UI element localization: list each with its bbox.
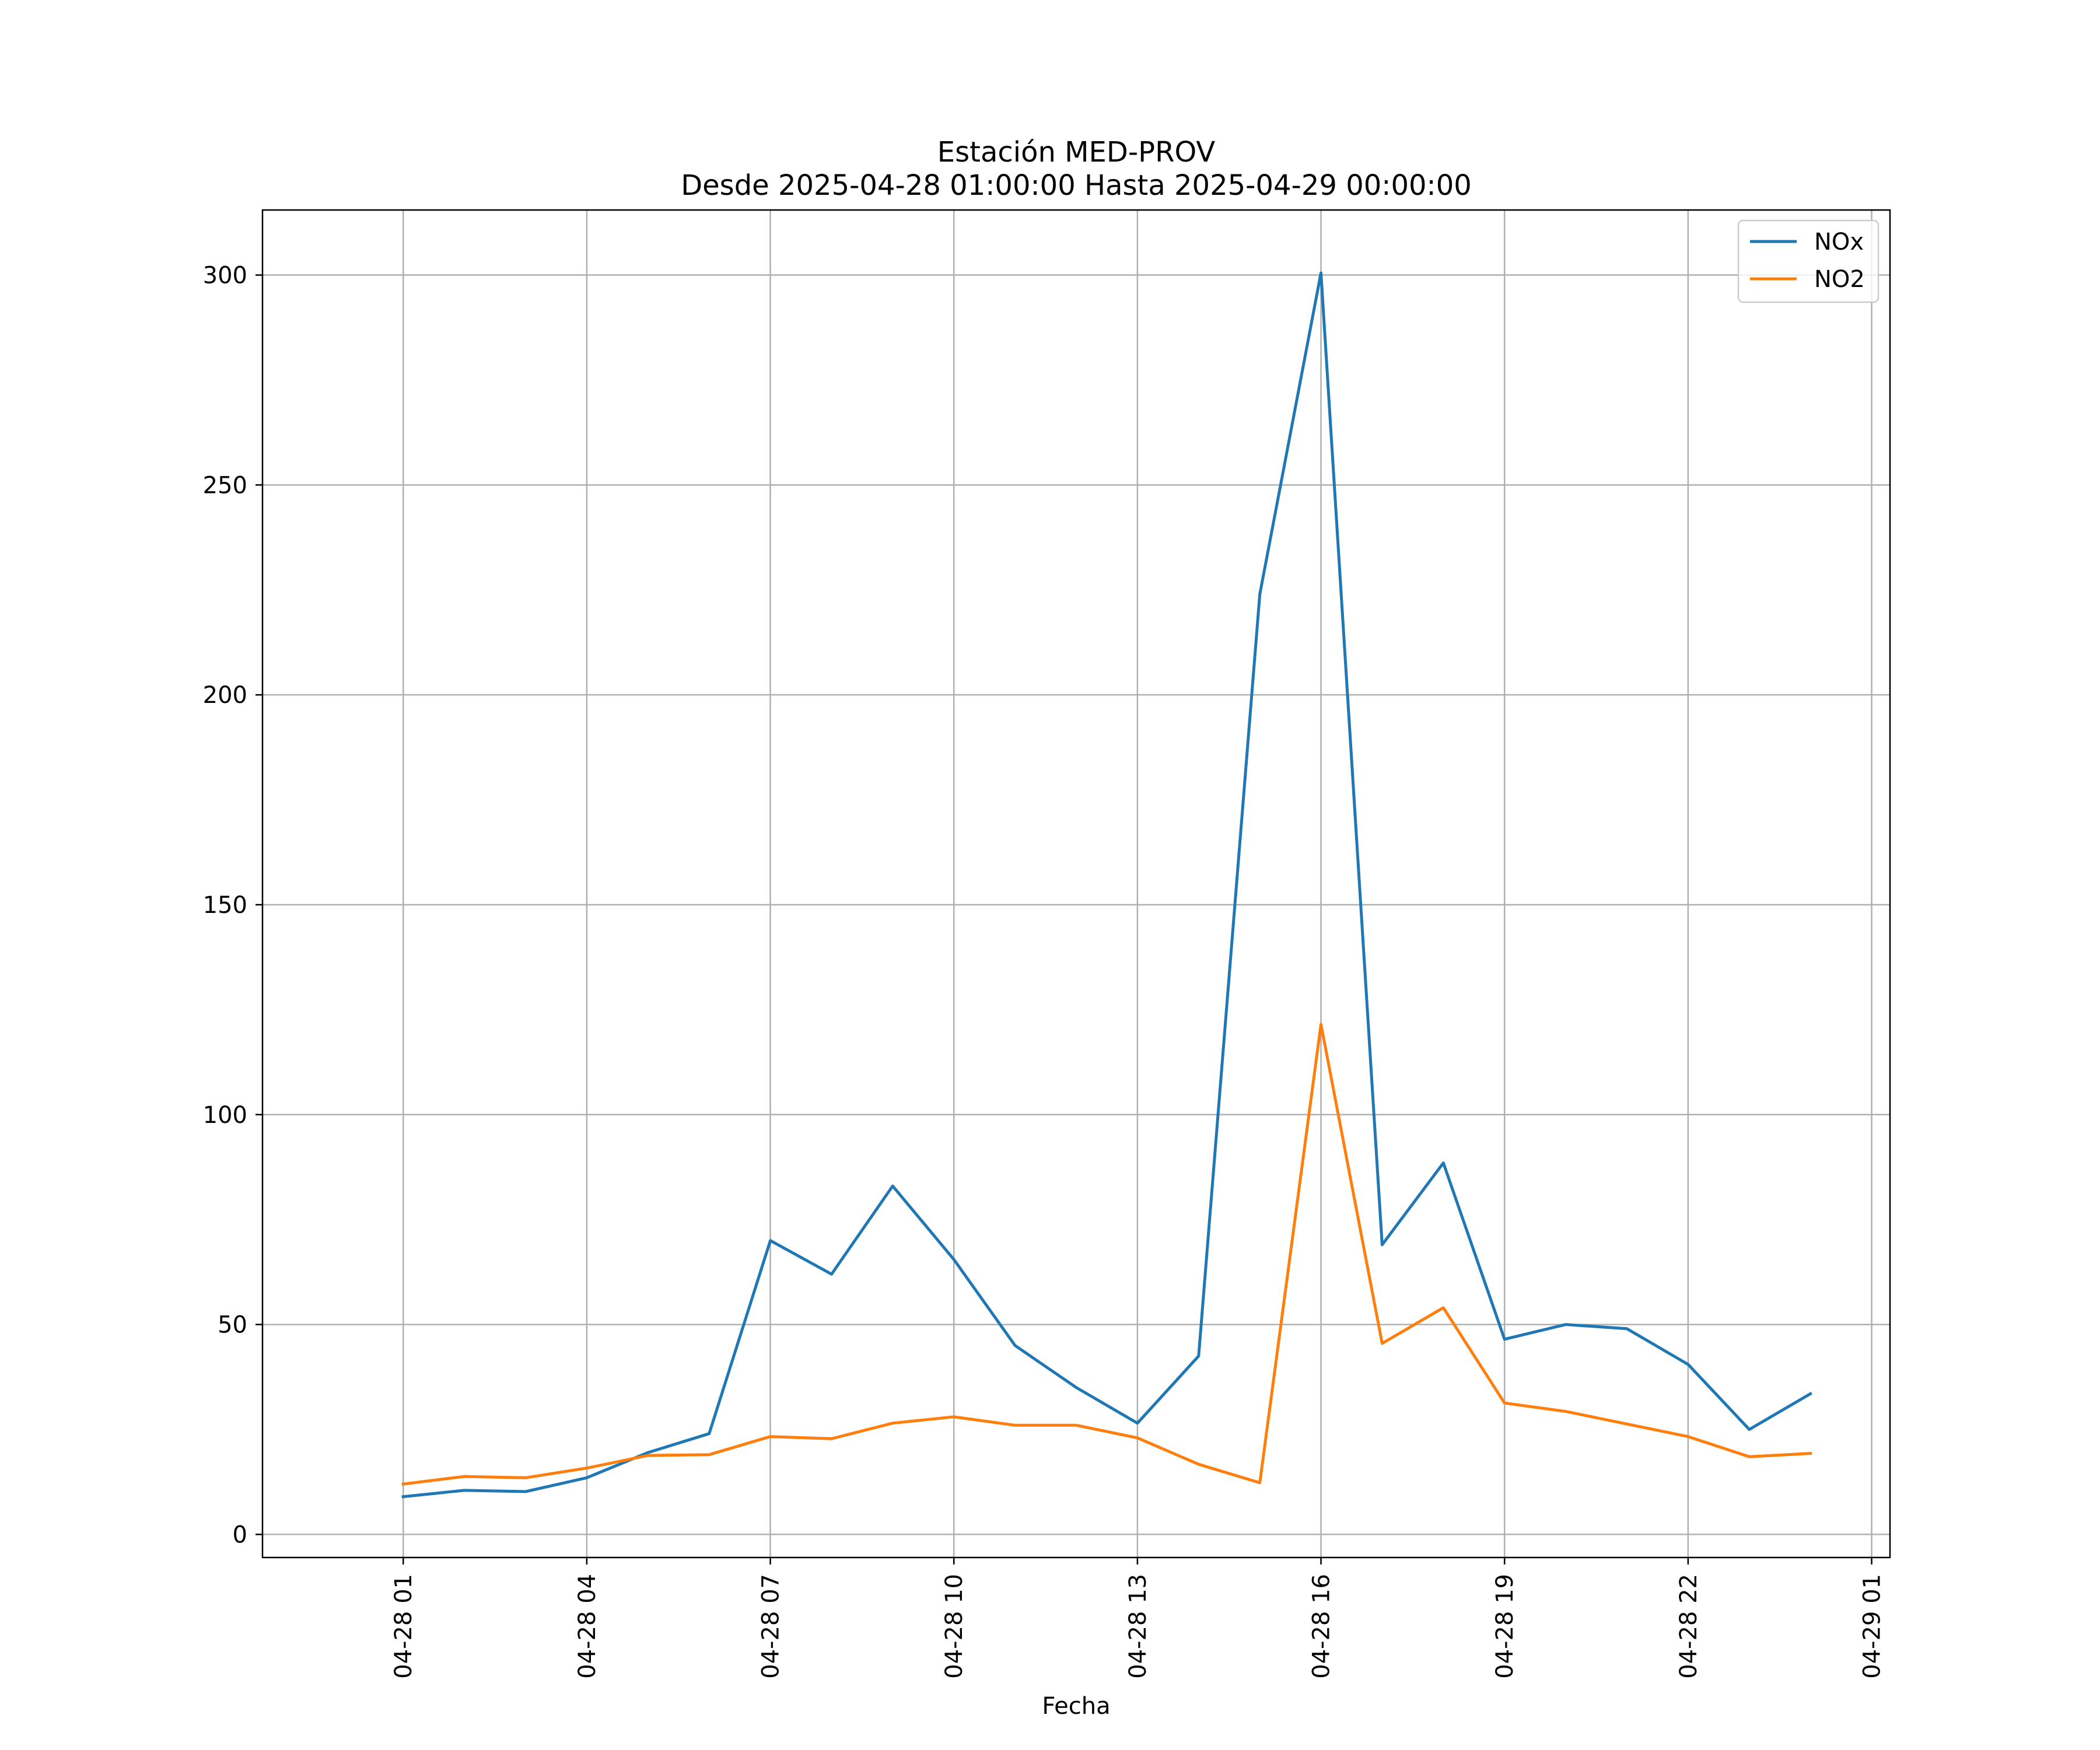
x-tick-label: 04-28 04: [574, 1574, 601, 1679]
plot-area-frame: [261, 209, 1891, 1559]
chart-subtitle: Desde 2025-04-28 01:00:00 Hasta 2025-04-…: [681, 169, 1472, 202]
x-tick-label: 04-28 13: [1125, 1574, 1152, 1679]
x-tick-label: 04-28 07: [758, 1574, 785, 1679]
series-line-nox: [401, 271, 1813, 1499]
x-tick-label: 04-29 01: [1859, 1574, 1886, 1679]
series-layer: [401, 271, 1813, 1499]
x-tick-label: 04-28 22: [1675, 1574, 1702, 1679]
y-tick-label: 300: [203, 262, 247, 289]
y-tick-label: 0: [233, 1521, 247, 1548]
x-tick-label: 04-28 10: [941, 1574, 968, 1679]
x-tick-label: 04-28 01: [390, 1574, 417, 1679]
legend-label-no2: NO2: [1814, 266, 1865, 293]
grid: [262, 210, 1890, 1558]
chart-title: Estación MED-PROV: [937, 136, 1216, 169]
y-tick-label: 200: [203, 682, 247, 709]
x-tick-label: 04-28 19: [1492, 1574, 1518, 1679]
legend: NOx NO2: [1737, 219, 1880, 303]
y-tick-label: 250: [203, 472, 247, 499]
y-tick-label: 50: [218, 1312, 247, 1339]
x-axis-label: Fecha: [1042, 1693, 1110, 1720]
y-tick-label: 100: [203, 1102, 247, 1129]
ticks: 04-28 01 04-28 04 04-28 07 04-28 10 04-28 13…: [203, 262, 1886, 1679]
x-tick-label: 04-28 16: [1308, 1574, 1335, 1679]
y-tick-label: 150: [203, 892, 247, 919]
legend-label-nox: NOx: [1814, 229, 1864, 256]
series-line-no2: [401, 1023, 1812, 1486]
